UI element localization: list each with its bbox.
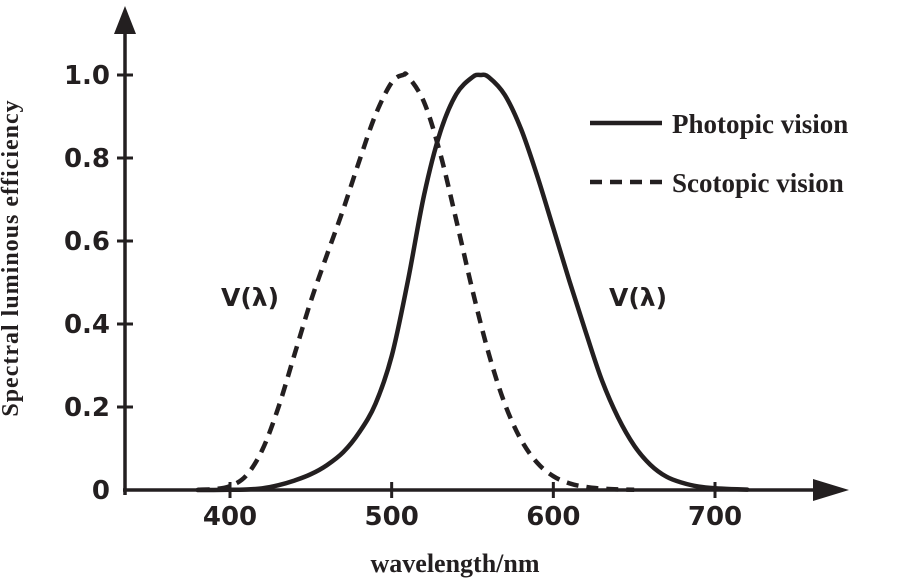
y-tick-label: 0.6 xyxy=(64,227,110,257)
legend-label-photopic: Photopic vision xyxy=(672,109,848,139)
x-axis-ticks: 400 500 600 700 xyxy=(203,482,742,532)
x-axis-arrow-icon xyxy=(813,479,849,501)
y-tick-label: 1.0 xyxy=(64,61,110,91)
x-tick-label: 500 xyxy=(365,502,419,532)
y-axis-arrow-icon xyxy=(114,6,136,34)
photopic-vision-curve xyxy=(195,72,750,493)
y-axis-title: Spectral luminous efficiency xyxy=(0,99,24,416)
scotopic-curve-annotation: V(λ) xyxy=(221,283,279,312)
y-tick-label: 0 xyxy=(92,476,110,506)
legend-label-scotopic: Scotopic vision xyxy=(672,168,844,198)
x-tick-label: 400 xyxy=(203,502,257,532)
y-tick-label: 0.8 xyxy=(64,144,110,174)
photopic-curve-annotation: V(λ) xyxy=(609,283,667,312)
x-tick-label: 700 xyxy=(688,502,742,532)
legend: Photopic vision Scotopic vision xyxy=(590,109,848,198)
y-tick-label: 0.4 xyxy=(64,310,110,340)
y-axis-ticks: 0 0.2 0.4 0.6 0.8 1.0 xyxy=(64,61,133,506)
y-tick-label: 0.2 xyxy=(64,393,110,423)
x-tick-label: 600 xyxy=(526,502,580,532)
x-axis-title: wavelength/nm xyxy=(371,549,540,578)
axes xyxy=(114,6,849,501)
scotopic-vision-curve xyxy=(197,71,635,493)
